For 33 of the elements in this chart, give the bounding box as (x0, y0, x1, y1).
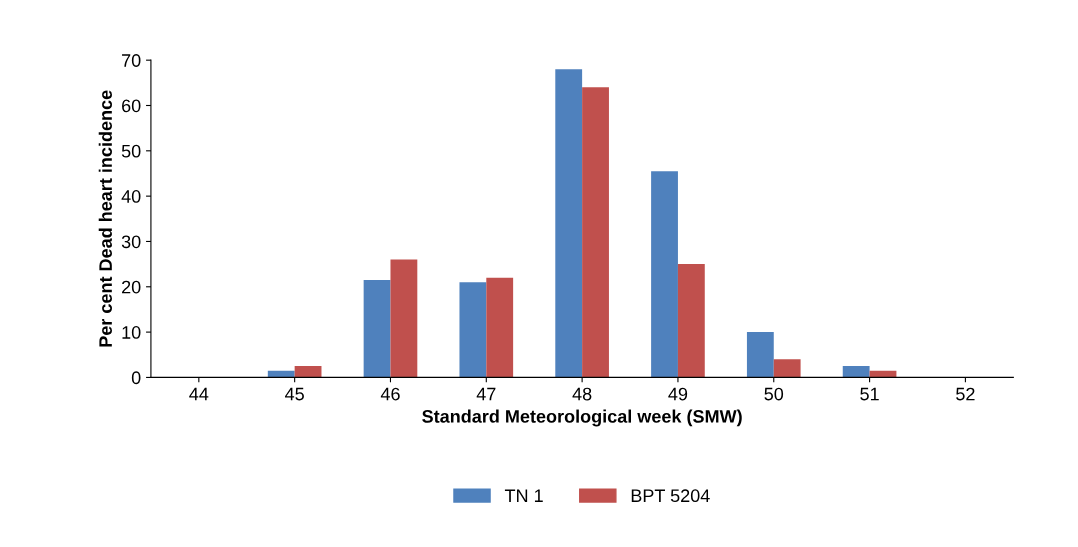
bar (294, 366, 322, 378)
bar (582, 87, 609, 378)
legend-label: TN 1 (504, 489, 543, 502)
x-tick-label: 52 (956, 387, 975, 401)
y-tick-label: 50 (121, 144, 141, 158)
bar (459, 282, 487, 378)
x-tick-label: 44 (189, 387, 209, 401)
bar (746, 332, 774, 378)
y-tick-label: 0 (131, 371, 141, 385)
x-tick-label: 47 (476, 387, 496, 401)
x-tick-label: 50 (764, 387, 784, 401)
bar (773, 359, 801, 378)
legend-label: BPT 5204 (631, 489, 710, 503)
y-tick-label: 60 (122, 99, 141, 113)
bar (363, 279, 391, 378)
x-tick-label: 45 (285, 387, 304, 401)
x-tick-label: 48 (572, 387, 592, 401)
x-tick-label: 46 (380, 387, 400, 401)
y-tick-label: 70 (122, 54, 141, 67)
x-axis-title: Standard Meteorological week (SMW) (422, 409, 742, 427)
x-tick-label: 49 (668, 387, 688, 401)
y-tick-label: 20 (122, 280, 141, 294)
y-tick-label: 10 (122, 326, 141, 339)
x-tick-label: 51 (860, 387, 879, 401)
y-tick-label: 40 (121, 190, 141, 203)
y-tick-label: 30 (121, 235, 141, 249)
bar (651, 171, 678, 378)
bar (842, 366, 870, 378)
y-axis-title: Per cent Dead heart incidence (98, 90, 112, 347)
bar (677, 264, 705, 378)
bar (390, 259, 418, 378)
bar (555, 69, 583, 378)
bar (486, 277, 514, 378)
